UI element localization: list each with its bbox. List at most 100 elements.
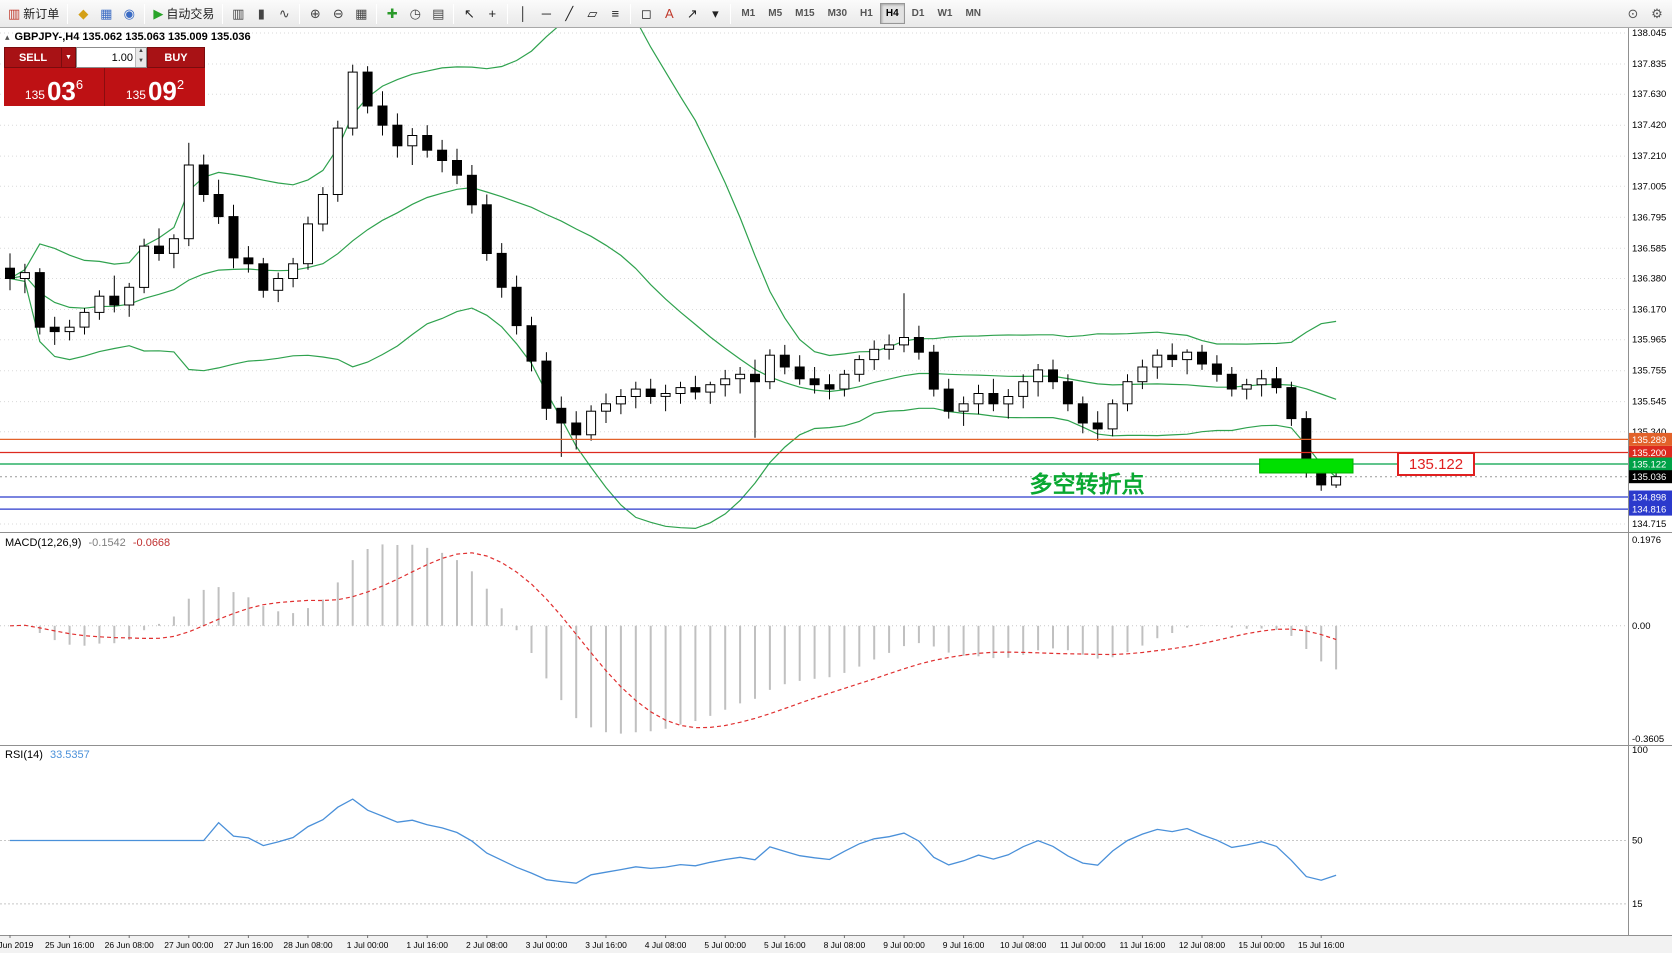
trendline-button[interactable]: ╱ bbox=[558, 3, 580, 25]
annotation-note[interactable]: 多空转折点 bbox=[1030, 471, 1145, 497]
volume-up-icon[interactable]: ▲ bbox=[136, 48, 146, 58]
price-badge: 135.122 bbox=[1629, 457, 1672, 471]
svg-text:100: 100 bbox=[1632, 745, 1648, 756]
shapes-button[interactable]: ◻ bbox=[635, 3, 657, 25]
svg-text:25 Jun 16:00: 25 Jun 16:00 bbox=[45, 940, 94, 950]
volume-spinner: ▲ ▼ bbox=[135, 48, 146, 67]
timeframe-h4-button[interactable]: H4 bbox=[879, 3, 905, 24]
volume-input[interactable] bbox=[77, 48, 135, 67]
bid-price[interactable]: 135 03 6 bbox=[4, 68, 104, 106]
price-axis-labels: 138.045 137.835 137.630 137.420 137.210 137.0… bbox=[1632, 28, 1666, 530]
macd-signal-value: -0.0668 bbox=[132, 537, 171, 549]
one-click-toggle-icon[interactable]: ▴ bbox=[5, 31, 10, 42]
line-chart-button[interactable]: ∿ bbox=[273, 3, 295, 25]
zoom-in-button[interactable]: ⊕ bbox=[304, 3, 326, 25]
data-window-button[interactable]: ▦ bbox=[95, 3, 117, 25]
vertical-line-button[interactable]: │ bbox=[512, 3, 534, 25]
svg-text:3 Jul 16:00: 3 Jul 16:00 bbox=[585, 940, 627, 950]
timeframe-m15-button[interactable]: M15 bbox=[795, 8, 815, 19]
timeframe-mn-button[interactable]: MN bbox=[965, 8, 981, 19]
navigator-button[interactable]: ◉ bbox=[118, 3, 140, 25]
bid-pipette: 6 bbox=[75, 77, 84, 92]
text-button[interactable]: A bbox=[658, 3, 680, 25]
timeframe-d1-button[interactable]: D1 bbox=[911, 8, 925, 19]
vertical-line-icon: │ bbox=[519, 6, 528, 21]
periods-button[interactable]: ◷ bbox=[404, 3, 426, 25]
settings-button[interactable]: ⚙ bbox=[1646, 3, 1668, 25]
sell-button[interactable]: SELL bbox=[4, 47, 62, 68]
candlestick-chart-button[interactable]: ▮ bbox=[250, 3, 272, 25]
svg-text:0.1976: 0.1976 bbox=[1632, 535, 1661, 546]
crosshair-button[interactable]: + bbox=[481, 3, 503, 25]
tile-windows-button[interactable]: ▦ bbox=[350, 3, 372, 25]
indicators-button[interactable]: ✚ bbox=[381, 3, 403, 25]
text-icon: A bbox=[664, 6, 674, 21]
channel-button[interactable]: ▱ bbox=[581, 3, 603, 25]
svg-text:11 Jul 16:00: 11 Jul 16:00 bbox=[1120, 940, 1166, 950]
zoom-out-icon: ⊖ bbox=[332, 6, 344, 21]
crosshair-icon: + bbox=[488, 6, 497, 21]
market-watch-button[interactable]: ◆ bbox=[72, 3, 94, 25]
macd-histogram bbox=[23, 544, 1338, 734]
time-axis-labels: 25 Jun 2019 25 Jun 16:00 26 Jun 08:00 27 Ju… bbox=[0, 935, 1345, 950]
auto-trading-icon: ▶ bbox=[153, 6, 164, 21]
volume-dropdown-icon[interactable]: ▼ bbox=[62, 47, 76, 68]
macd-axis-labels: 0.1976 0.00 -0.3605 bbox=[1632, 535, 1664, 745]
svg-text:137.630: 137.630 bbox=[1632, 89, 1666, 100]
periods-icon: ◷ bbox=[409, 6, 421, 21]
auto-trading-button[interactable]: ▶ 自动交易 bbox=[149, 3, 218, 25]
bar-chart-button[interactable]: ▥ bbox=[227, 3, 249, 25]
timeframe-m30-button[interactable]: M30 bbox=[827, 8, 848, 19]
zoom-out-button[interactable]: ⊖ bbox=[327, 3, 349, 25]
timeframe-m5-button[interactable]: M5 bbox=[768, 8, 783, 19]
svg-text:4 Jul 08:00: 4 Jul 08:00 bbox=[645, 940, 687, 950]
auto-trading-label: 自动交易 bbox=[166, 7, 215, 21]
timeframe-w1-button[interactable]: W1 bbox=[937, 8, 953, 19]
buy-button[interactable]: BUY bbox=[147, 47, 205, 68]
templates-button[interactable]: ▤ bbox=[427, 3, 449, 25]
toolbar-separator bbox=[630, 3, 632, 24]
svg-text:134.816: 134.816 bbox=[1632, 505, 1666, 516]
search-icon: ⊙ bbox=[1627, 6, 1639, 21]
arrows-icon: ↗ bbox=[686, 6, 698, 21]
horizontal-line-button[interactable]: ─ bbox=[535, 3, 557, 25]
bollinger-bands bbox=[9, 2, 1337, 530]
timeframe-m1-button[interactable]: M1 bbox=[741, 8, 756, 19]
svg-text:135.755: 135.755 bbox=[1632, 366, 1666, 377]
volume-down-icon[interactable]: ▼ bbox=[136, 57, 146, 67]
ask-pipette: 2 bbox=[176, 77, 185, 92]
toolbar-separator bbox=[376, 3, 378, 24]
main-toolbar: ▥ 新订单 ◆ ▦ ◉ ▶ 自动交易 ▥ ▮ ∿ ⊕ ⊖ ▦ ✚ ◷ ▤ ↖ + │ ─ ╱ ▱ ≡ ◻ A ↗ ▾ M1 M5 M15 M… bbox=[0, 0, 1672, 28]
svg-text:137.835: 137.835 bbox=[1632, 59, 1666, 70]
navigator-icon: ◉ bbox=[123, 6, 135, 21]
settings-icon: ⚙ bbox=[1651, 6, 1663, 21]
svg-text:135.340: 135.340 bbox=[1632, 427, 1666, 438]
price-grid bbox=[0, 32, 1628, 525]
price-callout[interactable]: 135.122 bbox=[1397, 452, 1475, 476]
timeframe-h1-button[interactable]: H1 bbox=[860, 8, 873, 19]
more-tools-button[interactable]: ▾ bbox=[704, 3, 726, 25]
svg-text:138.045: 138.045 bbox=[1632, 28, 1666, 39]
volume-box: ▲ ▼ bbox=[76, 47, 147, 68]
svg-text:-0.3605: -0.3605 bbox=[1632, 734, 1664, 745]
indicators-icon: ✚ bbox=[386, 6, 398, 21]
svg-text:136.380: 136.380 bbox=[1632, 274, 1666, 285]
search-button[interactable]: ⊙ bbox=[1622, 3, 1644, 25]
one-click-trade-panel: SELL ▼ ▲ ▼ BUY 135 03 6 135 09 2 bbox=[4, 47, 205, 106]
data-window-icon: ▦ bbox=[100, 6, 113, 21]
svg-text:137.210: 137.210 bbox=[1632, 151, 1666, 162]
cursor-button[interactable]: ↖ bbox=[458, 3, 480, 25]
new-order-button[interactable]: ▥ 新订单 bbox=[4, 3, 63, 25]
ask-prefix: 135 bbox=[125, 88, 146, 102]
svg-text:137.420: 137.420 bbox=[1632, 120, 1666, 131]
svg-text:135.289: 135.289 bbox=[1632, 435, 1666, 446]
arrows-button[interactable]: ↗ bbox=[681, 3, 703, 25]
time-axis-strip[interactable] bbox=[0, 935, 1672, 953]
ask-price[interactable]: 135 09 2 bbox=[105, 68, 205, 106]
svg-text:11 Jul 00:00: 11 Jul 00:00 bbox=[1060, 940, 1106, 950]
fibonacci-button[interactable]: ≡ bbox=[604, 3, 626, 25]
new-order-label: 新订单 bbox=[23, 7, 60, 21]
highlight-rectangle[interactable] bbox=[1259, 458, 1354, 474]
svg-text:15: 15 bbox=[1632, 899, 1643, 910]
